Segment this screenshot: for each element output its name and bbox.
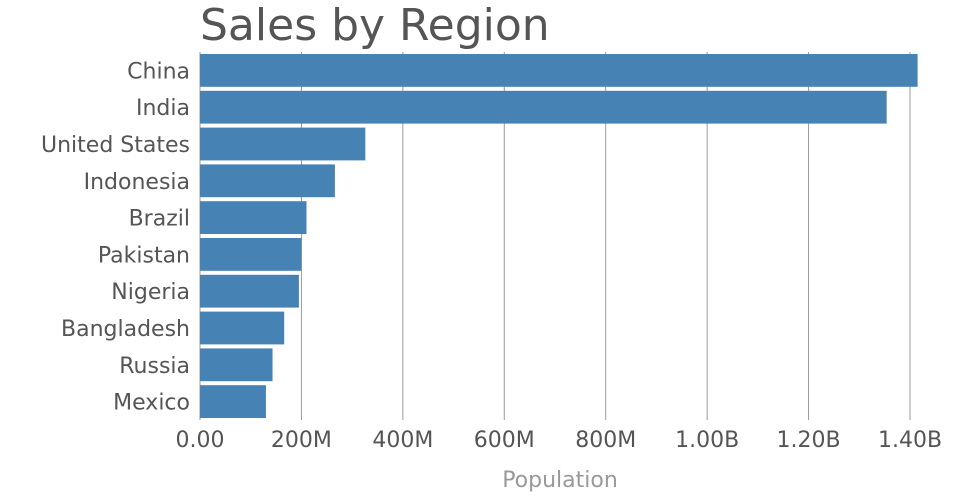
bar (200, 201, 307, 234)
bar (200, 54, 918, 87)
bar (200, 164, 335, 198)
category-label: Indonesia (84, 170, 190, 195)
x-tick-label: 1.40B (878, 428, 942, 453)
x-tick-label: 800M (575, 428, 636, 453)
chart-title: Sales by Region (200, 0, 550, 51)
x-tick-labels: 0.00 200M 400M 600M 800M 1.00B 1.20B 1.40B (176, 428, 943, 453)
x-tick-label: 400M (372, 428, 433, 453)
category-label: Pakistan (98, 243, 190, 268)
x-axis-title: Population (502, 468, 618, 493)
bar (200, 127, 366, 161)
category-label: Bangladesh (61, 317, 190, 342)
category-label: United States (41, 133, 190, 158)
category-label: Brazil (129, 207, 190, 232)
x-tick-label: 1.00B (675, 428, 739, 453)
bars (200, 54, 918, 418)
bar (200, 385, 266, 418)
bar (200, 274, 299, 308)
bar (200, 90, 887, 124)
category-labels: China India United States Indonesia Brazil Pa… (41, 59, 190, 415)
category-label: China (127, 59, 190, 84)
bar (200, 311, 285, 345)
x-tick-label: 200M (271, 428, 332, 453)
category-label: Russia (119, 354, 190, 379)
x-tick-label: 1.20B (777, 428, 841, 453)
category-label: Mexico (113, 391, 190, 416)
bar (200, 348, 273, 382)
bar (200, 238, 302, 271)
category-label: Nigeria (111, 280, 190, 305)
x-tick-label: 0.00 (176, 428, 225, 453)
x-tick-label: 600M (474, 428, 535, 453)
category-label: India (136, 96, 190, 121)
